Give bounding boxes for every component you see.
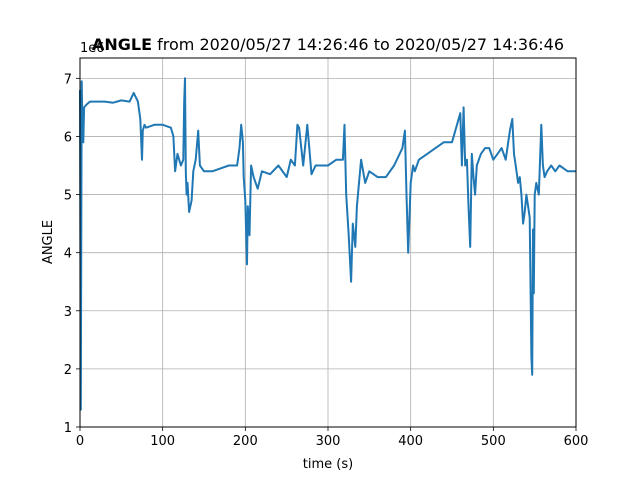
y-tick-label: 1 [64,421,72,436]
chart-title: ANGLE from 2020/05/27 14:26:46 to 2020/0… [92,35,564,54]
x-tick-label: 200 [233,434,258,449]
y-tick-label: 3 [64,305,72,320]
y-tick-label: 7 [64,72,72,87]
x-tick-label: 0 [76,434,84,449]
chart-title-bold: ANGLE [92,35,152,54]
x-tick-label: 100 [150,434,175,449]
y-tick-label: 5 [64,189,72,204]
x-tick-label: 300 [316,434,341,449]
chart-title-rest: from 2020/05/27 14:26:46 to 2020/05/27 1… [152,35,564,54]
angle-series-line [79,77,576,411]
x-tick-label: 500 [481,434,506,449]
y-tick-label: 4 [64,247,72,262]
offset-text: 1e6 [80,41,105,56]
y-tick-label: 6 [64,130,72,145]
x-tick-label: 600 [564,434,589,449]
y-tick-label: 2 [64,363,72,378]
x-axis-label: time (s) [303,457,353,472]
ticks-layer: 0 100 200 300 400 500 600 1 2 3 4 5 6 7 [64,72,589,449]
grid-layer [79,58,577,428]
y-axis-label: ANGLE [41,220,56,264]
x-tick-label: 400 [398,434,423,449]
